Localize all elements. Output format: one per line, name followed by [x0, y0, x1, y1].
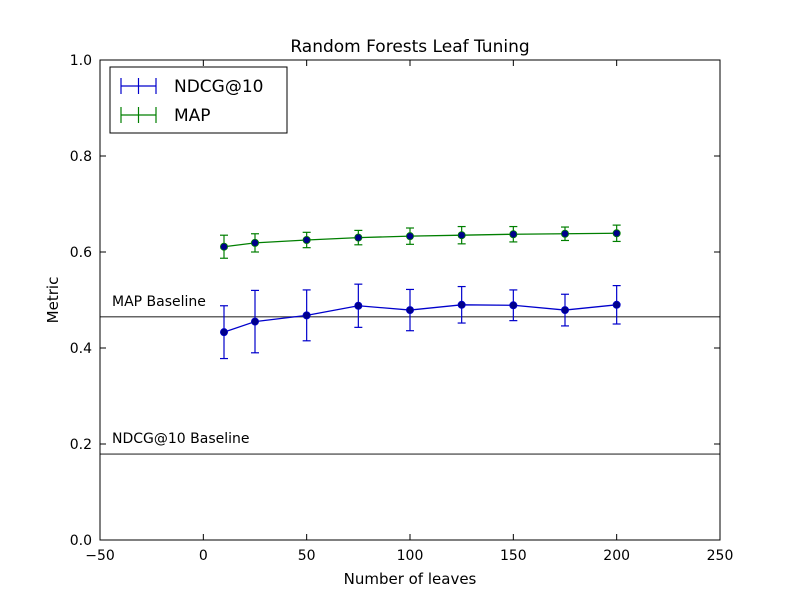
data-point — [561, 229, 570, 238]
data-point — [354, 301, 363, 310]
series-group — [219, 224, 621, 259]
legend-label: MAP — [174, 106, 211, 126]
x-tick-label: 200 — [603, 548, 630, 564]
data-point — [405, 232, 414, 241]
series-line — [223, 232, 617, 248]
legend-label: NDCG@10 — [174, 77, 263, 97]
data-point — [561, 306, 570, 315]
data-point — [302, 311, 311, 320]
data-point — [612, 300, 621, 309]
data-point — [509, 230, 518, 239]
legend-entries: NDCG@10 MAP — [120, 77, 263, 126]
x-tick-label: 50 — [298, 548, 316, 564]
x-tick-label: 250 — [707, 548, 734, 564]
data-point — [509, 301, 518, 310]
x-tick-label: 0 — [199, 548, 208, 564]
data-point — [219, 328, 228, 337]
data-point — [302, 235, 311, 244]
baseline-label: MAP Baseline — [112, 294, 206, 310]
baseline-label: NDCG@10 Baseline — [112, 431, 250, 447]
data-point — [457, 300, 466, 309]
plot-layer: MAP Baseline NDCG@10 Baseline — [100, 224, 720, 455]
y-tick-label: 0.2 — [70, 437, 92, 453]
ticks-layer: −50 0 50 100 150 200 250 0.0 0.2 0.4 0.6 0.8 1.0 — [70, 53, 734, 564]
legend: NDCG@10 MAP — [109, 66, 288, 134]
data-point — [354, 233, 363, 242]
x-tick-label: −50 — [85, 548, 115, 564]
data-point — [250, 317, 259, 326]
data-point — [405, 306, 414, 315]
series-line — [223, 304, 617, 333]
y-tick-label: 0.8 — [70, 149, 92, 165]
chart-title: Random Forests Leaf Tuning — [290, 37, 529, 57]
data-point — [457, 231, 466, 240]
data-point — [219, 242, 228, 251]
series-group — [219, 283, 621, 360]
x-axis-label: Number of leaves — [344, 570, 477, 588]
data-point — [250, 238, 259, 247]
y-tick-label: 1.0 — [70, 53, 92, 69]
x-tick-label: 100 — [397, 548, 424, 564]
legend-box — [109, 66, 288, 134]
x-tick-label: 150 — [500, 548, 527, 564]
y-axis-label: Metric — [44, 277, 62, 324]
y-tick-label: 0.4 — [70, 341, 92, 357]
y-tick-label: 0.0 — [70, 533, 92, 549]
data-point — [612, 229, 621, 238]
y-tick-label: 0.6 — [70, 245, 92, 261]
